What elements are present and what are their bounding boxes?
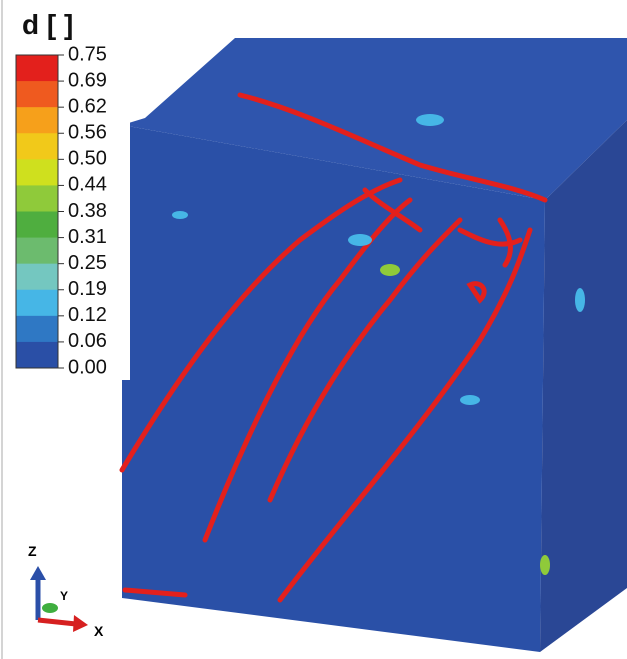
color-band	[16, 81, 58, 108]
tick-label: 0.62	[68, 95, 107, 117]
x-arrow	[37, 617, 77, 627]
spots	[172, 114, 585, 575]
color-band	[16, 315, 58, 343]
color-band	[16, 133, 58, 160]
spot	[540, 555, 550, 575]
colorbar: 0.75 0.69 0.62 0.56 0.50 0.44 0.38 0.31 0.25 0.19…	[15, 43, 107, 378]
x-arrow-head	[73, 615, 88, 632]
crack	[457, 217, 523, 304]
tick-label: 0.38	[68, 200, 107, 222]
z-arrow-head	[30, 566, 46, 580]
tick-label: 0.50	[68, 148, 107, 170]
tick-label: 0.00	[68, 356, 107, 378]
tick-label: 0.69	[68, 69, 107, 91]
color-band	[16, 341, 58, 369]
crack	[267, 217, 463, 503]
cube-front	[122, 125, 545, 652]
color-band	[16, 185, 58, 212]
tick-label: 0.12	[68, 304, 107, 326]
crack	[202, 197, 413, 543]
tick-label: 0.19	[68, 278, 107, 300]
color-band	[16, 55, 58, 82]
y-arrow	[42, 603, 58, 613]
tick-label: 0.25	[68, 252, 107, 274]
y-label: Y	[60, 589, 68, 603]
color-band	[16, 237, 58, 265]
z-label: Z	[28, 543, 37, 559]
tick-label: 0.56	[68, 122, 107, 144]
color-band	[16, 159, 58, 186]
tick-label: 0.06	[68, 330, 107, 352]
crack	[122, 587, 188, 598]
cube-top	[122, 38, 627, 200]
spot	[416, 114, 444, 126]
legend-title: d [ ]	[22, 9, 73, 40]
cube	[119, 38, 627, 652]
tick-label: 0.75	[68, 43, 107, 65]
cracks	[119, 92, 548, 603]
cube-side	[540, 120, 627, 652]
crack	[277, 227, 533, 603]
spot	[348, 234, 372, 246]
color-band	[16, 211, 58, 239]
axes-triad: Z Y X	[28, 543, 104, 639]
color-band	[16, 107, 58, 134]
spot	[172, 211, 188, 219]
tick-label: 0.31	[68, 226, 107, 248]
color-band	[16, 289, 58, 317]
spot	[460, 395, 480, 405]
tick-label: 0.44	[68, 174, 107, 196]
spot	[380, 264, 400, 276]
x-label: X	[94, 623, 104, 639]
spot	[575, 288, 585, 312]
color-band	[16, 263, 58, 291]
crack	[119, 177, 403, 473]
crack	[237, 92, 548, 203]
crack	[362, 187, 423, 233]
